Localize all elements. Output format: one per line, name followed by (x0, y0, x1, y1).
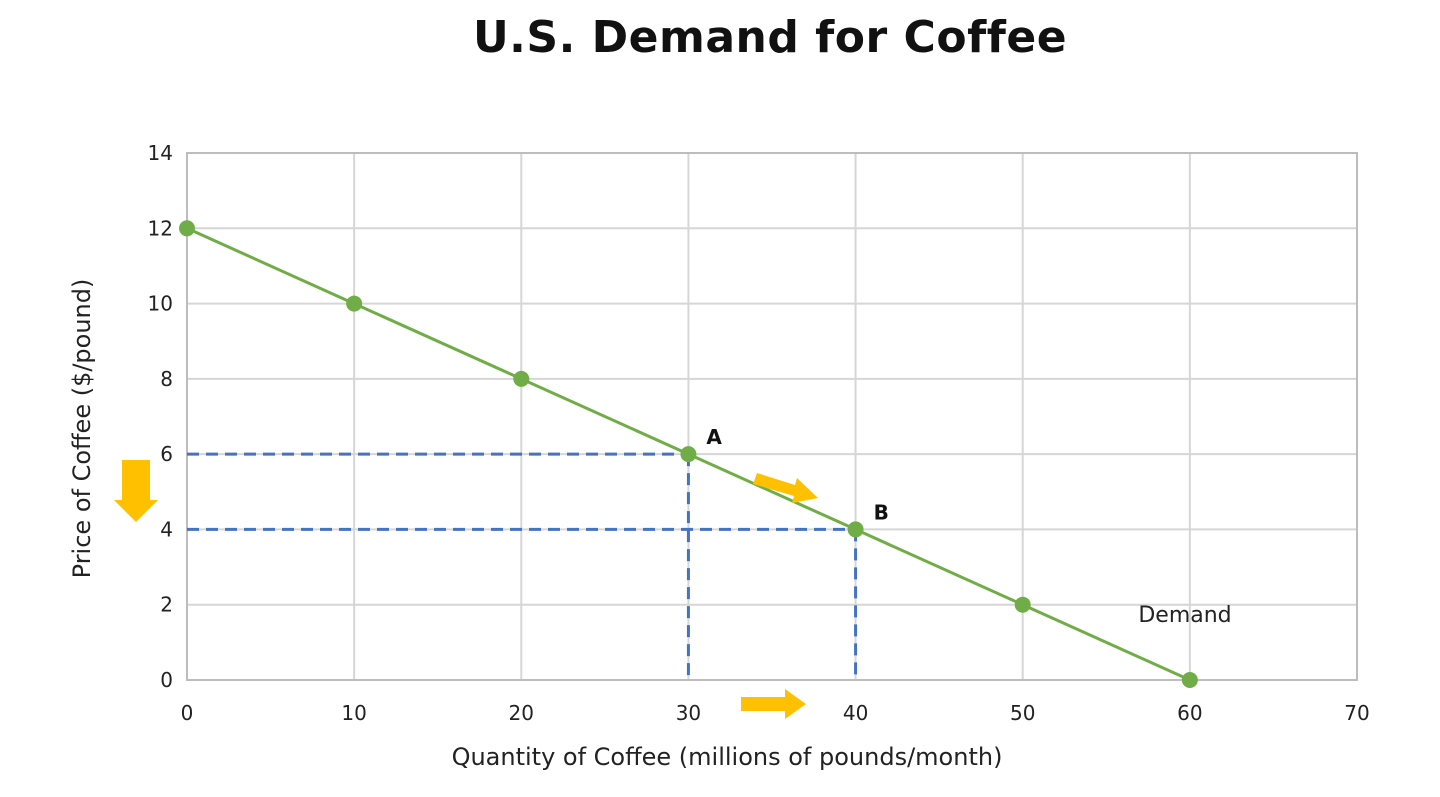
grid (186, 152, 1358, 681)
plot-border (186, 152, 1358, 681)
chart-title: U.S. Demand for Coffee (472, 12, 1068, 63)
point-label-a: A (706, 425, 722, 449)
y-tick-label: 14 (148, 141, 173, 165)
y-axis-label: Price of Coffee ($/pound) (68, 279, 96, 579)
x-tick-label: 0 (181, 701, 194, 725)
y-tick-label: 10 (148, 292, 173, 316)
x-tick-label: 10 (341, 701, 366, 725)
x-tick-label: 70 (1344, 701, 1369, 725)
demand-point (179, 220, 195, 237)
x-axis-label: Quantity of Coffee (millions of pounds/m… (452, 743, 1003, 771)
y-tick-label: 8 (160, 367, 173, 391)
demand-series: Demand (179, 220, 1232, 688)
y-tick-label: 6 (160, 442, 173, 466)
demand-point (680, 446, 697, 463)
demand-point (1181, 672, 1198, 688)
x-tick-label: 40 (843, 701, 868, 725)
y-tick-label: 4 (160, 517, 173, 541)
y-tick-label: 12 (148, 216, 173, 240)
y-tick-label: 0 (160, 668, 173, 692)
x-tick-label: 50 (1010, 701, 1035, 725)
demand-point (847, 521, 864, 538)
curve-movement-arrow-icon (753, 473, 818, 503)
guide-lines (187, 452, 858, 680)
point-annotations: AB (706, 425, 888, 524)
demand-point (1014, 596, 1031, 613)
x-tick-label: 20 (509, 701, 534, 725)
tick-labels: 0 10 20 30 40 50 60 70 0 2 4 6 8 10 12 14 (148, 141, 1370, 725)
x-tick-label: 30 (676, 701, 701, 725)
point-label-b: B (874, 500, 889, 524)
series-label-demand: Demand (1138, 603, 1231, 628)
demand-point (513, 370, 530, 387)
x-tick-label: 60 (1177, 701, 1202, 725)
quantity-right-arrow-icon (741, 689, 806, 719)
price-down-arrow-icon (114, 460, 158, 522)
y-tick-label: 2 (160, 593, 173, 617)
direction-arrows (114, 460, 818, 719)
demand-point (346, 295, 363, 312)
